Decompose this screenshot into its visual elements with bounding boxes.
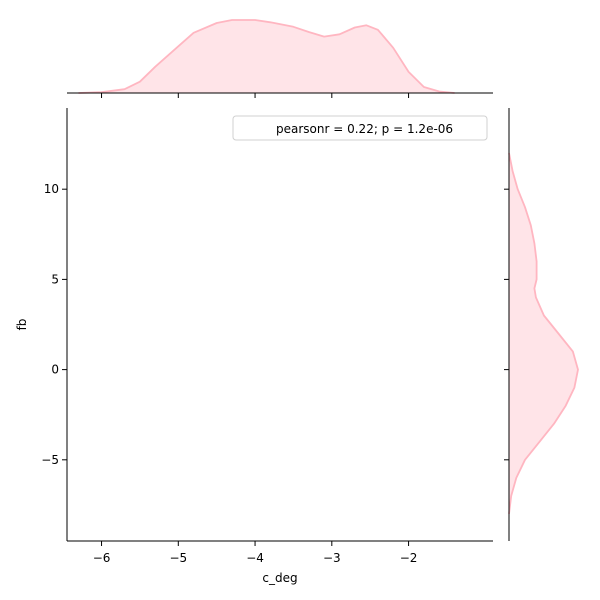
x-tick-label: −5 bbox=[169, 551, 187, 565]
marginal-y-ticks bbox=[504, 188, 509, 461]
legend-box bbox=[232, 115, 488, 141]
marginal-x-line bbox=[78, 19, 455, 94]
joint-plot-area bbox=[66, 108, 493, 542]
y-tick-label: 0 bbox=[51, 363, 59, 377]
y-axis-label: fb bbox=[15, 319, 29, 331]
marginal-y-line bbox=[508, 152, 579, 515]
marginal-x-ticks bbox=[101, 93, 410, 98]
legend-text: pearsonr = 0.22; p = 1.2e-06 bbox=[276, 122, 453, 136]
x-axis-label: c_deg bbox=[262, 571, 297, 585]
x-tick-label: −4 bbox=[246, 551, 264, 565]
marginal-x-fill bbox=[78, 20, 455, 93]
y-tick-label: −5 bbox=[41, 453, 59, 467]
x-tick-label: −6 bbox=[93, 551, 111, 565]
x-tick-label: −2 bbox=[400, 551, 418, 565]
y-tick-label: 5 bbox=[51, 272, 59, 286]
x-tick-label: −3 bbox=[323, 551, 341, 565]
y-tick-label: 10 bbox=[44, 182, 59, 196]
legend: pearsonr = 0.22; p = 1.2e-06 bbox=[232, 115, 488, 141]
marginal-y-fill bbox=[509, 153, 578, 514]
x-ticks: −6 −5 −4 −3 −2 bbox=[93, 541, 418, 565]
marginal-x-kde bbox=[67, 19, 493, 94]
y-ticks: −5 0 5 10 bbox=[41, 182, 67, 467]
marginal-y-kde bbox=[508, 108, 579, 541]
